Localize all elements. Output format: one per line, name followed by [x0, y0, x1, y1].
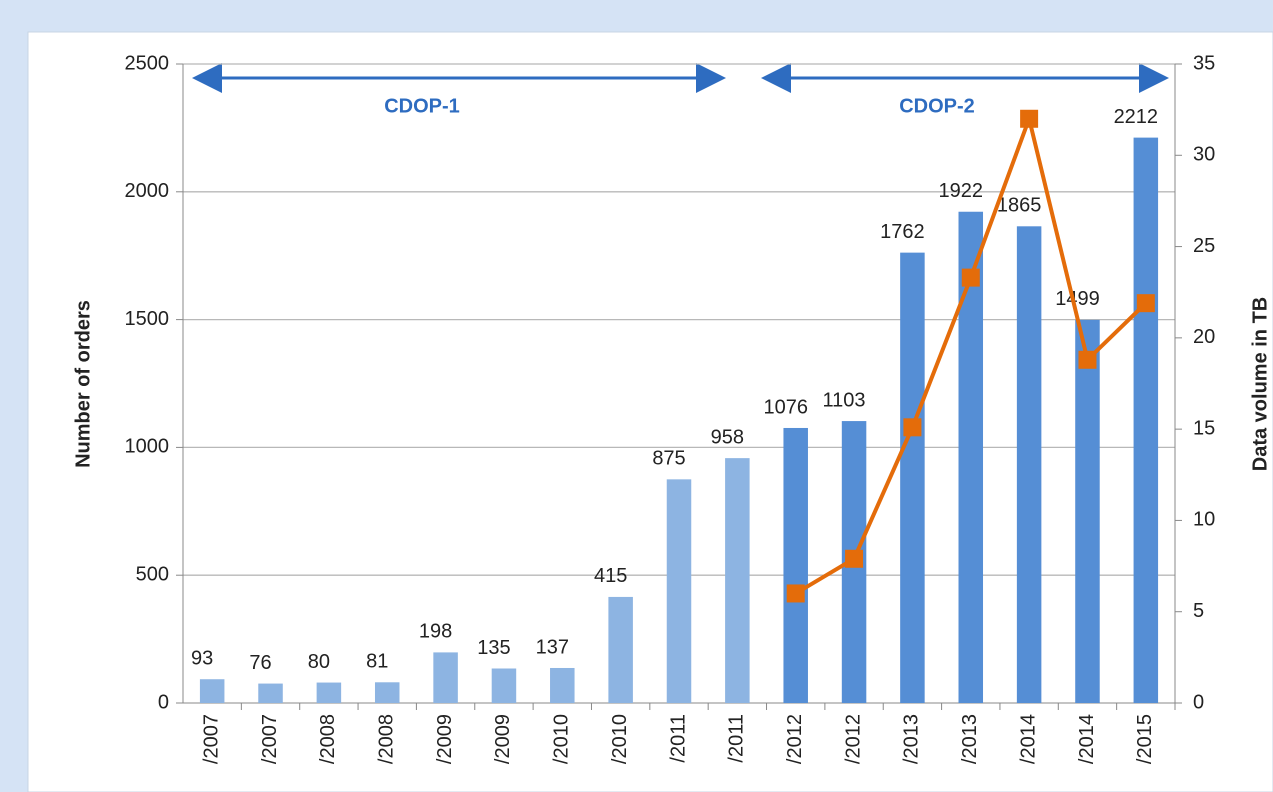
- y2-tick-label: 35: [1193, 52, 1215, 74]
- data-label: 76: [249, 652, 271, 674]
- y2-axis-label: Data volume in TB: [1249, 297, 1271, 471]
- bar: [1133, 137, 1159, 703]
- x-tick-label: /2010: [609, 714, 631, 764]
- marker: [1020, 109, 1039, 128]
- y-tick-label: 2000: [125, 180, 170, 202]
- bar: [199, 679, 225, 703]
- y2-tick-label: 5: [1193, 600, 1204, 622]
- x-tick-label: /2012: [784, 714, 806, 764]
- data-label: 137: [536, 636, 569, 658]
- bar: [374, 682, 400, 703]
- y-tick-label: 2500: [125, 52, 170, 74]
- marker: [845, 549, 864, 568]
- data-label: 2212: [1114, 106, 1159, 128]
- x-tick-label: /2007: [259, 714, 281, 764]
- x-tick-label: /2011: [667, 714, 689, 763]
- x-tick-label: /2010: [551, 714, 573, 764]
- annotation: CDOP-2: [899, 95, 975, 117]
- x-tick-label: /2014: [1017, 714, 1039, 764]
- data-label: 958: [711, 426, 744, 448]
- data-label: 415: [594, 565, 627, 587]
- bar: [1075, 319, 1100, 703]
- x-tick-label: /2008: [376, 714, 398, 764]
- bar: [316, 682, 342, 703]
- x-tick-label: /2008: [317, 714, 339, 764]
- data-label: 1865: [997, 195, 1042, 217]
- x-tick-label: /2007: [200, 714, 222, 764]
- y-tick-label: 1000: [125, 436, 170, 458]
- bar: [258, 683, 283, 703]
- data-label: 93: [191, 648, 213, 670]
- y-tick-label: 1500: [125, 308, 170, 330]
- data-label: 198: [419, 621, 452, 643]
- y2-tick-label: 30: [1193, 144, 1215, 166]
- x-tick-label: /2009: [492, 714, 514, 764]
- x-tick-label: /2015: [1134, 714, 1156, 764]
- marker: [961, 268, 980, 287]
- x-tick-label: /2011: [726, 714, 748, 763]
- bar: [550, 667, 575, 703]
- bar: [900, 252, 925, 703]
- x-tick-label: /2013: [959, 714, 981, 764]
- y-axis-label: Number of orders: [72, 300, 94, 468]
- marker: [1078, 350, 1097, 369]
- chart-panel: [27, 31, 1273, 792]
- y2-tick-label: 15: [1193, 417, 1215, 439]
- bar: [491, 668, 517, 703]
- y-tick-label: 0: [158, 691, 169, 713]
- marker: [786, 584, 805, 603]
- y2-tick-label: 20: [1193, 326, 1215, 348]
- bar: [608, 596, 633, 703]
- bar: [433, 652, 458, 703]
- data-label: 1762: [880, 221, 925, 243]
- x-tick-label: /2009: [434, 714, 456, 764]
- y2-tick-label: 10: [1193, 509, 1215, 531]
- marker: [1136, 294, 1155, 313]
- marker: [903, 418, 922, 437]
- x-tick-label: /2013: [901, 714, 923, 764]
- data-label: 875: [652, 448, 685, 470]
- data-label: 1499: [1055, 288, 1100, 310]
- data-label: 1076: [763, 396, 808, 418]
- x-tick-label: /2012: [842, 714, 864, 764]
- x-tick-label: /2014: [1076, 714, 1098, 764]
- y2-tick-label: 0: [1193, 691, 1204, 713]
- data-label: 81: [366, 651, 388, 673]
- annotation: CDOP-1: [384, 95, 460, 117]
- bar: [666, 479, 692, 703]
- y2-tick-label: 25: [1193, 235, 1215, 257]
- data-label: 135: [477, 637, 510, 659]
- data-label: 80: [308, 651, 330, 673]
- data-label: 1922: [939, 180, 984, 202]
- y-tick-label: 500: [136, 563, 169, 585]
- data-label: 1103: [823, 389, 866, 411]
- bar: [725, 458, 750, 703]
- bar: [1016, 226, 1042, 703]
- bar: [783, 427, 808, 703]
